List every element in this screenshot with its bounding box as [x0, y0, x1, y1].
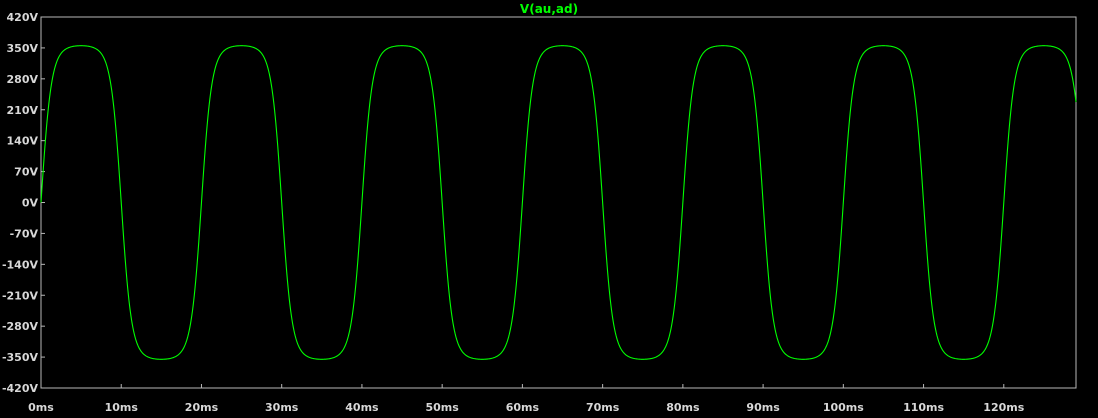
trace-v-au-ad[interactable] [40, 45, 1077, 360]
y-tick-label: -420V [2, 382, 39, 395]
x-tick-label: 0ms [28, 401, 54, 414]
y-tick-label: 0V [22, 197, 39, 210]
x-tick-label: 100ms [823, 401, 864, 414]
y-tick-label: 140V [7, 135, 39, 148]
x-tick-label: 70ms [586, 401, 620, 414]
x-tick-label: 30ms [265, 401, 299, 414]
x-tick-label: 60ms [506, 401, 540, 414]
trace-title[interactable]: V(au,ad) [519, 2, 579, 16]
y-tick-label: -280V [2, 320, 39, 333]
y-tick-label: 420V [7, 11, 39, 24]
x-tick-label: 20ms [185, 401, 219, 414]
y-tick-label: -70V [10, 227, 39, 240]
y-tick-label: 210V [7, 104, 39, 117]
x-tick-label: 10ms [105, 401, 139, 414]
y-tick-label: 350V [7, 42, 39, 55]
y-tick-label: 70V [14, 166, 38, 179]
y-axis: 420V 350V 280V 210V 140V 70V 0V -70V -140V -210V -… [2, 11, 45, 395]
x-tick-label: 80ms [666, 401, 700, 414]
y-tick-label: -210V [2, 289, 39, 302]
x-axis: 0ms 10ms 20ms 30ms 40ms 50ms 60ms 70ms 80ms 90ms 1… [28, 384, 1025, 414]
x-tick-label: 90ms [746, 401, 780, 414]
y-tick-label: -350V [2, 351, 39, 364]
x-tick-label: 40ms [345, 401, 379, 414]
y-tick-label: 280V [7, 73, 39, 86]
plot-frame [40, 16, 1077, 389]
x-tick-label: 50ms [425, 401, 459, 414]
x-tick-label: 110ms [903, 401, 944, 414]
y-tick-label: -140V [2, 258, 39, 271]
x-tick-label: 120ms [983, 401, 1024, 414]
